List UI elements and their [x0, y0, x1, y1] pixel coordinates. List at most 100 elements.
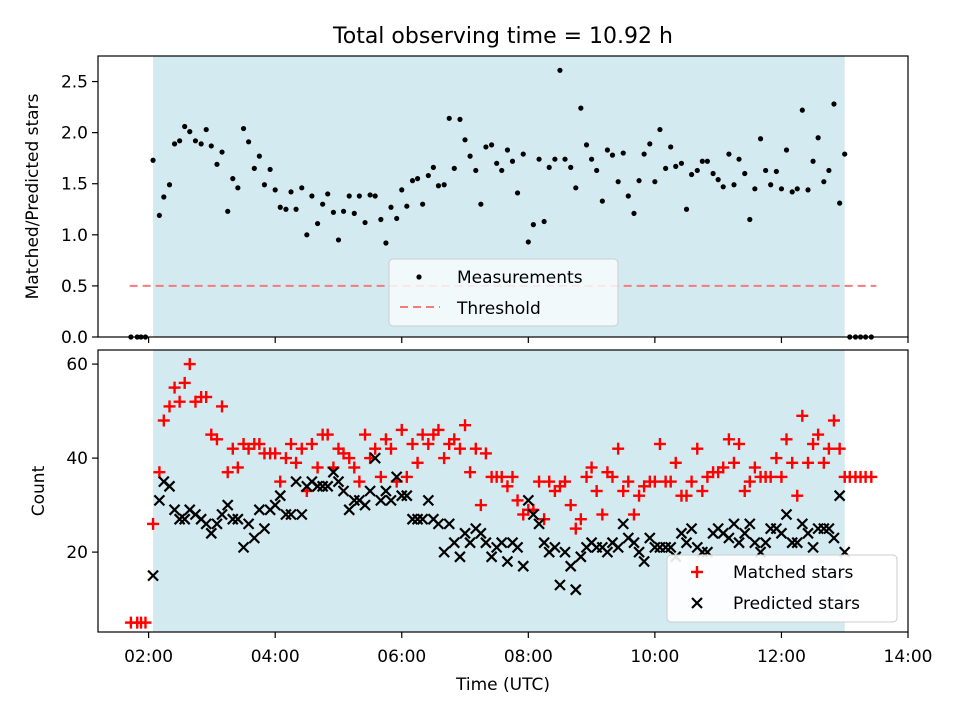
measurement-point: [668, 144, 674, 150]
measurement-point: [789, 189, 795, 195]
measurement-point: [182, 123, 188, 130]
matched-star-point: [807, 438, 820, 450]
predicted-star-point: [749, 536, 761, 549]
measurement-point: [557, 67, 563, 73]
measurement-point: [383, 240, 389, 246]
matched-star-point: [139, 616, 152, 629]
predicted-star-point: [153, 494, 166, 507]
measurement-point: [688, 171, 695, 178]
measurement-point: [720, 184, 726, 190]
bottom-axes-frame: [97, 349, 909, 633]
matched-star-point: [379, 433, 392, 446]
matched-star-point: [596, 508, 609, 521]
predicted-star-point: [422, 494, 435, 507]
legend-label-threshold: Threshold: [456, 299, 541, 319]
measurement-point: [304, 232, 310, 238]
matched-star-point: [786, 456, 799, 469]
predicted-star-point: [248, 532, 261, 544]
top-x-ticks: [148, 337, 909, 343]
measurement-point: [335, 237, 342, 243]
matched-star-point: [384, 442, 397, 455]
y-tick-label: 2.5: [61, 73, 88, 93]
predicted-star-point: [216, 508, 228, 521]
x-axis-label: Time (UTC): [455, 675, 550, 695]
measurement-point: [489, 142, 495, 148]
predicted-star-point: [406, 513, 419, 525]
top-axes-frame: [97, 55, 909, 338]
matched-star-point: [680, 489, 693, 502]
measurement-point: [578, 105, 584, 111]
measurement-point: [346, 193, 352, 199]
measurement-point: [525, 239, 531, 245]
measurement-point: [757, 136, 764, 142]
matched-star-point: [369, 442, 382, 455]
predicted-star-point: [359, 499, 371, 511]
predicted-star-point: [522, 494, 535, 507]
measurement-point: [826, 167, 832, 174]
predicted-star-point: [649, 541, 661, 554]
measurement-point: [699, 158, 705, 164]
predicted-star-point: [664, 541, 677, 554]
matched-star-point: [543, 475, 556, 488]
legend-label-matched: Matched stars: [733, 563, 853, 583]
measurement-point: [657, 126, 663, 133]
predicted-star-point: [628, 536, 640, 549]
matched-star-point: [580, 470, 593, 483]
measurement-point: [171, 141, 178, 147]
predicted-star-point: [343, 504, 356, 516]
matched-star-point: [770, 452, 783, 465]
predicted-star-point: [723, 532, 735, 544]
predicted-star-point: [638, 555, 650, 568]
matched-star-point: [285, 438, 298, 450]
measurement-point: [530, 222, 536, 228]
matched-star-point: [274, 475, 287, 488]
matched-star-point: [200, 391, 213, 403]
matched-star-point: [590, 485, 603, 497]
predicted-star-point: [321, 480, 334, 493]
matched-star-point: [279, 452, 292, 465]
measurement-point: [451, 165, 457, 171]
y-tick-label: 1.0: [61, 226, 88, 246]
matched-star-point: [464, 466, 477, 479]
predicted-star-point: [385, 494, 397, 507]
measurement-point: [552, 156, 558, 162]
predicted-star-point: [744, 518, 756, 530]
measurement-point: [309, 193, 315, 199]
measurement-point: [615, 179, 621, 185]
predicted-star-point: [316, 480, 329, 493]
measurement-point: [425, 172, 431, 179]
measurement-point: [573, 185, 579, 191]
matched-star-point: [533, 475, 546, 488]
predicted-star-point: [564, 560, 577, 572]
matched-star-point: [564, 499, 577, 512]
measurement-point: [483, 144, 489, 150]
matched-star-point: [727, 456, 740, 469]
measurement-point: [404, 203, 410, 209]
matched-star-point: [506, 470, 519, 483]
measurement-point: [156, 212, 162, 219]
measurement-point: [805, 187, 811, 193]
measurement-point: [378, 216, 384, 223]
matched-star-point: [696, 485, 709, 497]
measurement-point: [715, 177, 721, 183]
measurement-point: [594, 167, 600, 174]
measurement-point: [161, 194, 167, 200]
predicted-star-point: [728, 518, 740, 530]
predicted-star-point: [147, 569, 159, 582]
predicted-star-point: [559, 546, 571, 558]
measurement-point: [467, 153, 473, 159]
measurement-point: [399, 187, 405, 193]
matched-star-point: [664, 475, 677, 488]
predicted-star-point: [759, 536, 772, 549]
predicted-stars-points: [147, 452, 851, 596]
matched-star-point: [685, 475, 698, 488]
matched-star-point: [226, 442, 239, 455]
matched-star-point: [511, 494, 524, 507]
measurement-point: [609, 152, 616, 158]
top-y-axis-label: Matched/Predicted stars: [23, 93, 43, 299]
x-tick-label: 14:00: [884, 647, 933, 667]
x-tick-label: 08:00: [504, 647, 553, 667]
predicted-star-point: [242, 518, 255, 530]
matched-star-point: [459, 419, 472, 432]
